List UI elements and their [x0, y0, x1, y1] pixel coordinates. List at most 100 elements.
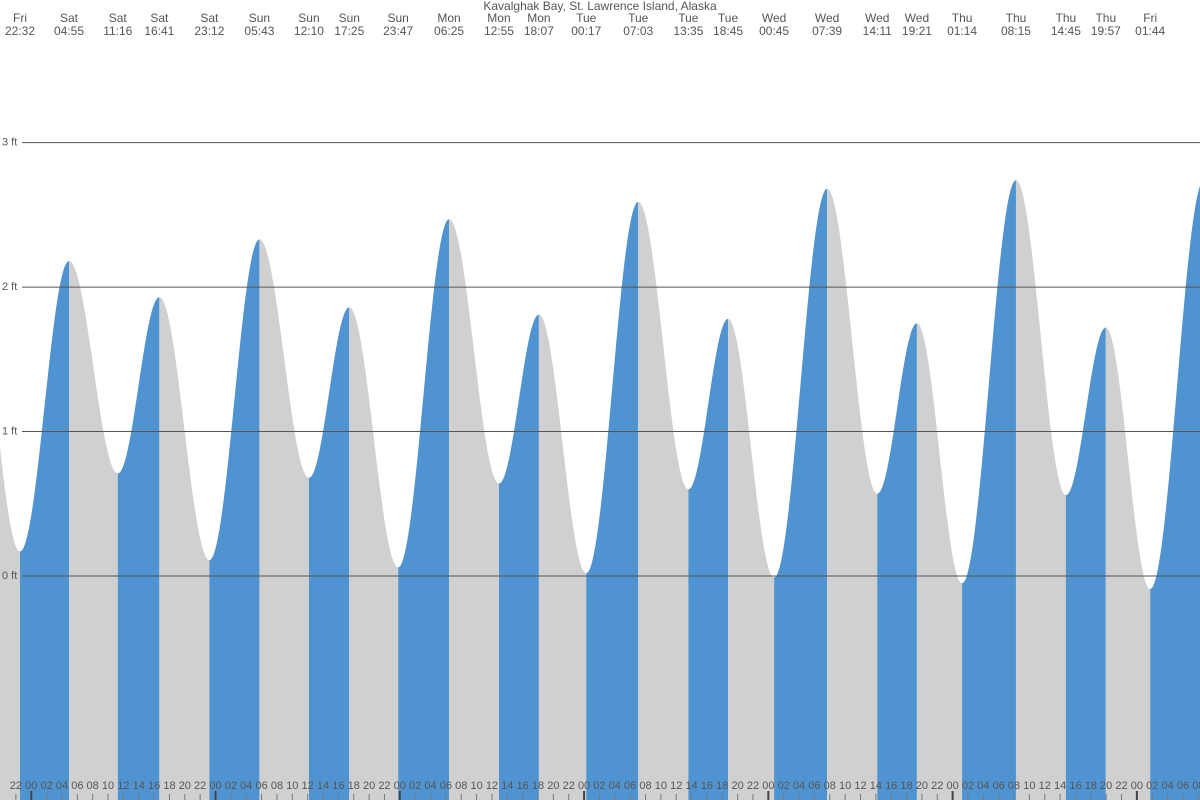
- x-tick-label: 02: [40, 780, 52, 792]
- extreme-day: Sat: [150, 11, 169, 25]
- x-tick-label: 00: [394, 780, 406, 792]
- extreme-time: 11:16: [103, 24, 132, 38]
- extreme-day: Wed: [815, 11, 839, 25]
- falling-tide: [349, 307, 399, 800]
- x-tick-label: 08: [87, 780, 99, 792]
- x-tick-label: 20: [1100, 780, 1112, 792]
- extreme-time: 16:41: [144, 24, 174, 38]
- extreme-time: 04:55: [54, 24, 84, 38]
- rising-tide: [20, 261, 70, 800]
- extreme-time: 18:45: [713, 24, 743, 38]
- rising-tide: [1065, 327, 1106, 800]
- x-tick-label: 04: [240, 780, 252, 792]
- extreme-time: 12:10: [294, 24, 324, 38]
- x-tick-label: 02: [409, 780, 421, 792]
- x-tick-label: 02: [778, 780, 790, 792]
- x-tick-label: 08: [1008, 780, 1020, 792]
- extreme-time: 12:55: [484, 24, 514, 38]
- falling-tide: [0, 447, 20, 800]
- x-tick-label: 00: [209, 780, 221, 792]
- rising-tide: [877, 323, 917, 800]
- extreme-day: Sat: [109, 11, 128, 25]
- x-tick-label: 04: [56, 780, 68, 792]
- extreme-day: Thu: [1056, 11, 1077, 25]
- x-tick-label: 08: [271, 780, 283, 792]
- extreme-time: 23:47: [383, 24, 413, 38]
- x-tick-label: 12: [486, 780, 498, 792]
- rising-tide: [962, 180, 1016, 800]
- rising-tide: [774, 188, 828, 800]
- extreme-day: Mon: [437, 11, 460, 25]
- falling-tide: [1105, 327, 1151, 800]
- x-tick-label: 14: [685, 780, 697, 792]
- x-tick-label: 10: [839, 780, 851, 792]
- y-tick-label: 3 ft: [2, 136, 17, 148]
- x-tick-label: 20: [916, 780, 928, 792]
- x-tick-label: 00: [578, 780, 590, 792]
- x-tick-label: 20: [363, 780, 375, 792]
- extreme-day: Sun: [249, 11, 270, 25]
- x-tick-label: 00: [946, 780, 958, 792]
- x-tick-label: 22: [563, 780, 575, 792]
- rising-tide: [688, 318, 729, 800]
- x-tick-label: 00: [1131, 780, 1143, 792]
- rising-tide: [209, 239, 260, 800]
- x-tick-label: 18: [532, 780, 544, 792]
- extreme-time: 01:14: [947, 24, 977, 38]
- x-tick-label: 04: [793, 780, 805, 792]
- x-tick-label: 10: [470, 780, 482, 792]
- extreme-day: Sun: [387, 11, 408, 25]
- x-tick-label: 22: [10, 780, 22, 792]
- extreme-day: Fri: [1143, 11, 1157, 25]
- x-tick-label: 02: [225, 780, 237, 792]
- extreme-day: Thu: [952, 11, 973, 25]
- x-tick-label: 12: [302, 780, 314, 792]
- falling-tide: [827, 188, 878, 800]
- x-tick-label: 12: [670, 780, 682, 792]
- extreme-time: 17:25: [334, 24, 364, 38]
- x-tick-label: 02: [962, 780, 974, 792]
- x-tick-label: 22: [378, 780, 390, 792]
- extreme-time: 06:25: [434, 24, 464, 38]
- x-tick-label: 04: [977, 780, 989, 792]
- falling-tide: [728, 318, 775, 800]
- falling-tide: [1015, 180, 1066, 800]
- x-tick-label: 06: [255, 780, 267, 792]
- rising-tide: [117, 297, 160, 800]
- x-tick-label: 08: [639, 780, 651, 792]
- extreme-day: Sun: [298, 11, 319, 25]
- extreme-time: 07:03: [623, 24, 653, 38]
- x-tick-label: 02: [593, 780, 605, 792]
- falling-tide: [638, 201, 689, 800]
- x-tick-label: 10: [286, 780, 298, 792]
- x-tick-label: 12: [854, 780, 866, 792]
- x-tick-label: 12: [1039, 780, 1051, 792]
- extreme-day: Wed: [905, 11, 929, 25]
- extreme-day: Tue: [576, 11, 597, 25]
- x-tick-label: 04: [1161, 780, 1173, 792]
- extreme-time: 14:45: [1051, 24, 1081, 38]
- x-tick-label: 18: [716, 780, 728, 792]
- extreme-time: 13:35: [673, 24, 703, 38]
- rising-tide: [1150, 185, 1200, 800]
- rising-tide: [398, 219, 450, 800]
- x-tick-label: 22: [931, 780, 943, 792]
- extreme-time: 23:12: [194, 24, 224, 38]
- extreme-time: 22:32: [5, 24, 35, 38]
- extreme-day: Sat: [60, 11, 79, 25]
- x-tick-label: 06: [624, 780, 636, 792]
- x-tick-label: 20: [179, 780, 191, 792]
- x-tick-label: 04: [424, 780, 436, 792]
- extreme-day: Sat: [200, 11, 219, 25]
- x-tick-label: 16: [148, 780, 160, 792]
- falling-tide: [159, 297, 210, 800]
- x-tick-label: 08: [1192, 780, 1200, 792]
- x-tick-label: 16: [885, 780, 897, 792]
- x-tick-label: 10: [1023, 780, 1035, 792]
- extreme-time: 01:44: [1135, 24, 1165, 38]
- x-tick-label: 02: [1146, 780, 1158, 792]
- rising-tide: [586, 201, 639, 800]
- extreme-time: 00:17: [571, 24, 601, 38]
- extreme-time: 19:21: [902, 24, 932, 38]
